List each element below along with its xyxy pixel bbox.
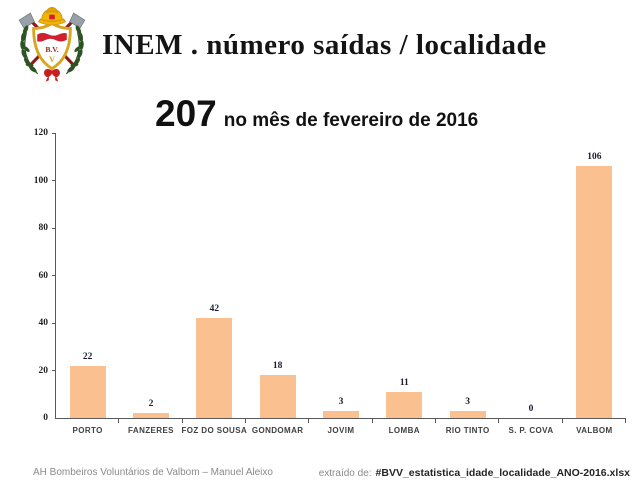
x-tick-mark <box>244 418 246 423</box>
x-tick-mark <box>625 418 626 423</box>
bar-slot: 3 RIO TINTO <box>436 133 499 435</box>
bar-slot: 22 PORTO <box>56 133 119 435</box>
x-tick-mark <box>308 418 310 423</box>
y-tick-mark <box>52 370 56 372</box>
y-tick-label: 80 <box>38 223 49 234</box>
y-tick-label: 40 <box>38 318 49 329</box>
data-label: 11 <box>399 377 409 388</box>
data-label: 106 <box>587 152 602 163</box>
bar-fanzeres <box>132 413 169 418</box>
data-label: 42 <box>209 304 220 315</box>
laurel-wreath-icon <box>20 25 84 75</box>
bar-rio-tinto <box>449 410 486 418</box>
data-label: 18 <box>272 361 283 372</box>
data-label: 2 <box>148 399 154 410</box>
y-tick-mark <box>52 275 56 276</box>
bar-slot: 18 GONDOMAR <box>246 133 309 435</box>
bar-lomba <box>386 391 423 418</box>
bar-gondomar <box>259 375 296 418</box>
data-label: 3 <box>465 396 471 407</box>
category-label: GONDOMAR <box>251 426 304 435</box>
y-tick-label: 100 <box>33 175 48 186</box>
bar-slot: 11 LOMBA <box>373 133 436 435</box>
footer-source-prefix: extraído de: <box>318 468 372 479</box>
data-label: 22 <box>82 351 93 362</box>
bar-jovim <box>322 410 359 418</box>
bar-foz-do-sousa <box>196 318 233 418</box>
y-tick-mark <box>52 180 56 181</box>
category-label: PORTO <box>72 426 103 435</box>
data-label: 3 <box>338 396 344 407</box>
x-tick-mark <box>118 418 120 423</box>
bar-slot: 2 FANZERES <box>119 133 182 435</box>
category-label: JOVIM <box>327 426 355 435</box>
header: B.V. V INEM . número saídas / localidade <box>12 4 547 86</box>
bar-valbom <box>576 166 613 418</box>
total-count: 207 <box>155 93 217 134</box>
x-tick-mark <box>498 418 500 423</box>
ribbon-bow-icon <box>44 68 60 82</box>
category-label: FANZERES <box>128 426 174 435</box>
bar-porto <box>69 365 106 418</box>
page-title: INEM . número saídas / localidade <box>102 28 547 61</box>
bar-slot: 106 VALBOM <box>563 133 626 435</box>
y-tick-label: 60 <box>38 270 49 281</box>
footer-source: extraído de: #BVV_estatistica_idade_local… <box>319 467 630 479</box>
bvv-crest-logo: B.V. V <box>18 7 86 82</box>
category-label: VALBOM <box>576 426 613 435</box>
footer-source-filename: #BVV_estatistica_idade_localidade_ANO-20… <box>375 467 630 479</box>
plot-area: 0 20 40 60 80 100 120 22 PORTO 2 FANZERES 42 FOZ DO … <box>34 128 626 435</box>
data-label: 0 <box>528 404 534 414</box>
subtitle-text: no mês de fevereiro de 2016 <box>223 110 479 131</box>
x-tick-mark <box>434 418 436 423</box>
y-tick-mark <box>52 227 56 229</box>
category-label: RIO TINTO <box>445 426 490 435</box>
y-tick-mark <box>52 322 56 324</box>
shield-icon: B.V. V <box>32 21 72 71</box>
x-tick-mark <box>561 418 563 423</box>
y-tick-label: 0 <box>43 413 48 423</box>
x-tick-mark <box>371 418 373 423</box>
fire-helmet-icon <box>37 7 67 26</box>
chart-subtitle: 207 no mês de fevereiro de 2016 <box>155 95 478 132</box>
x-tick-mark <box>181 418 183 423</box>
svg-text:V: V <box>49 55 55 64</box>
bar-slot: 42 FOZ DO SOUSA <box>181 133 246 435</box>
category-label: S. P. COVA <box>508 426 554 435</box>
bar-slot: 3 JOVIM <box>309 133 372 435</box>
footer-author: AH Bombeiros Voluntários de Valbom – Man… <box>33 467 273 478</box>
category-label: FOZ DO SOUSA <box>181 426 248 435</box>
y-tick-label: 120 <box>33 128 48 138</box>
category-label: LOMBA <box>388 426 420 435</box>
y-tick-mark <box>52 132 56 134</box>
y-tick-label: 20 <box>38 365 49 376</box>
svg-text:B.V.: B.V. <box>45 45 58 54</box>
bar-slot: 0 S. P. COVA <box>499 133 562 435</box>
